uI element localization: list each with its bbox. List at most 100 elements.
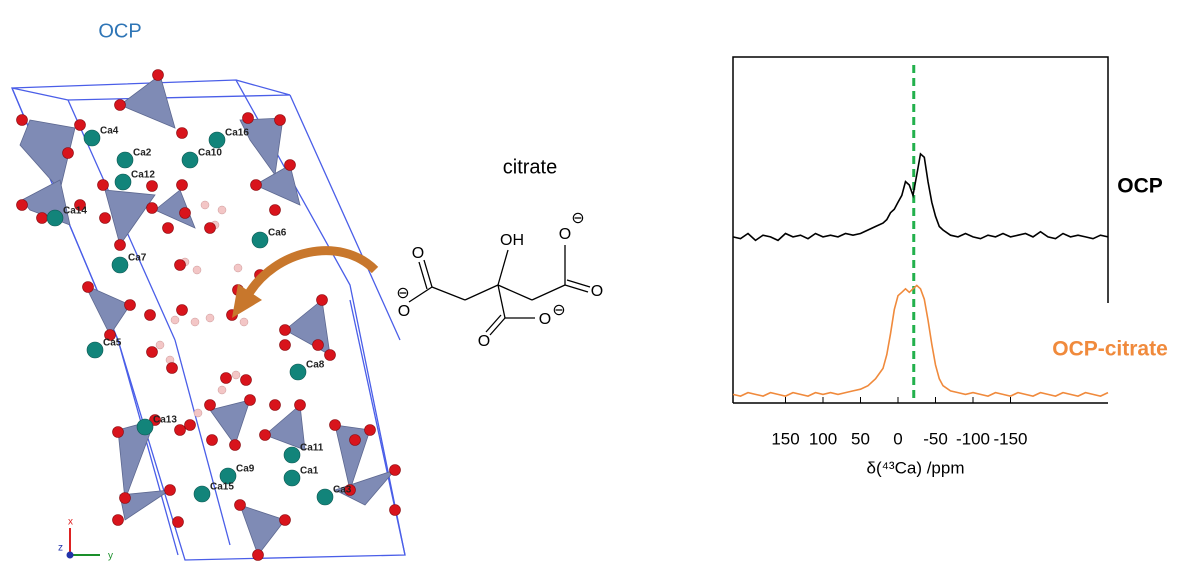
x-tick-label: 100 [809, 429, 837, 448]
spectrum-line [732, 284, 1109, 397]
panel-title: OCP [98, 20, 141, 42]
calcium-label: Ca10 [198, 148, 222, 159]
tetrahedron [239, 504, 286, 556]
oxygen [62, 147, 74, 159]
oxygen [252, 549, 264, 561]
insertion-arrow [232, 246, 379, 318]
calcium [111, 256, 129, 274]
oxygen [220, 372, 232, 384]
hydrogen [205, 313, 215, 323]
axis-glyph [66, 528, 100, 559]
axis-label: z [58, 543, 63, 554]
oxygen [74, 199, 86, 211]
oxygen [166, 362, 178, 374]
oxygen [36, 212, 48, 224]
oxygen [174, 259, 186, 271]
calcium-label: Ca16 [225, 128, 249, 139]
tetrahedron [254, 164, 301, 206]
x-tick-label: -100 [956, 429, 990, 448]
hydrogen [155, 340, 165, 350]
calcium-label: Ca7 [128, 253, 147, 264]
x-tick-label: 0 [893, 429, 902, 448]
oxygen [146, 346, 158, 358]
oxygen [112, 426, 124, 438]
oxygen [364, 424, 376, 436]
charge-label: ⊖ [396, 285, 409, 302]
oxygen [149, 414, 161, 426]
series-label: OCP [1117, 175, 1163, 198]
citrate-title: citrate [503, 156, 557, 178]
oxygen [184, 419, 196, 431]
oxygen [179, 207, 191, 219]
hydrogen [192, 265, 202, 275]
oxygen [172, 516, 184, 528]
oxygen [114, 239, 126, 251]
oxygen [316, 294, 328, 306]
oxygen [82, 281, 94, 293]
oxygen [16, 199, 28, 211]
axis-label: x [68, 517, 73, 528]
x-tick-label: 50 [851, 429, 870, 448]
oxygen [242, 112, 254, 124]
oxygen [174, 424, 186, 436]
oxygen [234, 499, 246, 511]
hydrogen [217, 205, 227, 215]
oxygen [112, 514, 124, 526]
oxygen [294, 399, 306, 411]
atom-label: O [398, 303, 410, 320]
tetrahedron [334, 424, 371, 492]
oxygen [119, 492, 131, 504]
spectrum-line [732, 152, 1109, 242]
calcium [289, 363, 307, 381]
calcium [283, 469, 301, 487]
oxygen [269, 399, 281, 411]
calcium-label: Ca11 [300, 443, 324, 454]
oxygen [279, 339, 291, 351]
hydrogen [200, 200, 210, 210]
oxygen [152, 69, 164, 81]
atom-label: OH [500, 232, 524, 249]
calcium-label: Ca6 [268, 228, 287, 239]
tetrahedron [84, 284, 131, 336]
calcium [208, 131, 226, 149]
hydrogen [217, 385, 227, 395]
crystal-structure: Ca4 Ca16 Ca2 Ca10 Ca12 Ca14 Ca6 Ca7 Ca5 Ca8 Ca13 Ca… [16, 69, 401, 561]
calcium-label: Ca15 [210, 482, 234, 493]
calcium-label: Ca4 [100, 126, 119, 137]
oxygen [74, 119, 86, 131]
x-axis-label: δ(⁴³Ca) /ppm [867, 458, 965, 477]
atom-label: O [539, 311, 551, 328]
calcium [86, 341, 104, 359]
oxygen [146, 202, 158, 214]
oxygen [176, 304, 188, 316]
oxygen [204, 222, 216, 234]
oxygen [206, 434, 218, 446]
calcium-label: Ca3 [333, 485, 352, 496]
x-tick-label: -50 [923, 429, 948, 448]
hydrogen [231, 370, 241, 380]
calcium [251, 231, 269, 249]
oxygen [162, 222, 174, 234]
x-tick-label: 150 [771, 429, 799, 448]
oxygen [259, 429, 271, 441]
oxygen [240, 374, 252, 386]
oxygen [176, 179, 188, 191]
hydrogen [190, 317, 200, 327]
calcium [83, 129, 101, 147]
calcium [181, 151, 199, 169]
oxygen [144, 309, 156, 321]
calcium-label: Ca8 [306, 360, 325, 371]
oxygen [389, 464, 401, 476]
atom-label: O [412, 245, 424, 262]
axis-label: y [108, 551, 113, 562]
oxygen [312, 339, 324, 351]
oxygen [279, 324, 291, 336]
oxygen [324, 349, 336, 361]
oxygen [349, 434, 361, 446]
calcium [114, 173, 132, 191]
tetrahedron [209, 399, 251, 446]
oxygen [344, 484, 356, 496]
series-label: OCP-citrate [1052, 338, 1168, 361]
tetrahedron [333, 469, 397, 506]
